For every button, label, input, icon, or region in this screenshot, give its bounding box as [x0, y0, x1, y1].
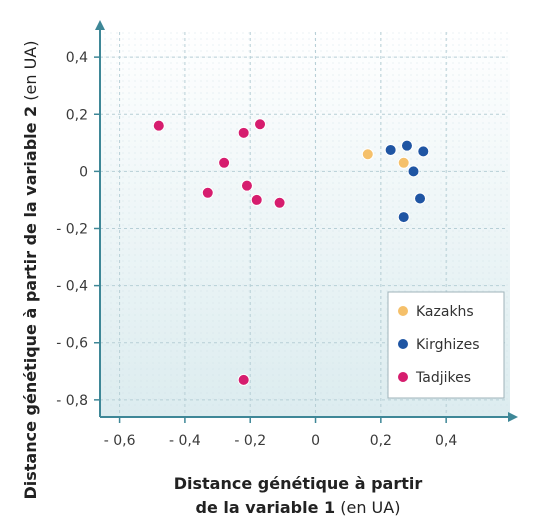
y-tick-label: 0,4: [66, 50, 88, 66]
y-tick-label: - 0,2: [56, 221, 88, 237]
x-axis-arrow: [508, 412, 518, 422]
tick-labels: - 0,6 - 0,4 - 0,2 0 0,2 0,4 0,4 0,2 0 - 0,2 - 0,4 -…: [56, 50, 457, 449]
plot-background: [100, 30, 510, 417]
data-point-kirghizes: [414, 192, 427, 205]
legend-marker-kazakhs: [397, 305, 409, 317]
x-tick-label: - 0,2: [234, 433, 266, 449]
x-tick-label: - 0,6: [104, 433, 136, 449]
legend-marker-kirghizes: [397, 338, 409, 350]
x-tick-label: 0,2: [370, 433, 392, 449]
legend: Kazakhs Kirghizes Tadjikes: [387, 291, 505, 399]
x-tick-label: 0,4: [435, 433, 457, 449]
x-tick-label: - 0,4: [169, 433, 201, 449]
legend-label-tadjikes: Tadjikes: [415, 370, 471, 386]
data-point-kirghizes: [407, 165, 420, 178]
data-point-tadjikes: [273, 196, 286, 209]
data-point-tadjikes: [237, 126, 250, 139]
data-point-kirghizes: [400, 139, 413, 152]
y-axis-title-unit: (en UA): [21, 41, 40, 106]
data-point-tadjikes: [250, 193, 263, 206]
data-point-tadjikes: [201, 186, 214, 199]
data-point-tadjikes: [237, 373, 250, 386]
y-axis-title: Distance génétique à partir de la variab…: [21, 41, 40, 500]
y-axis-arrow: [95, 20, 105, 30]
axes: [95, 20, 518, 422]
x-axis-title-unit: (en UA): [335, 498, 400, 517]
data-point-kazakhs: [361, 148, 374, 161]
data-point-tadjikes: [218, 156, 231, 169]
x-tick-label: 0: [311, 433, 320, 449]
y-tick-label: 0: [79, 164, 88, 180]
x-axis-title-bold-2: de la variable 1: [196, 498, 336, 517]
y-tick-label: - 0,8: [56, 393, 88, 409]
data-point-tadjikes: [240, 179, 253, 192]
x-axis-title-line2: de la variable 1 (en UA): [196, 498, 401, 517]
x-axis-title-line1: Distance génétique à partir: [174, 474, 423, 493]
data-point-kirghizes: [384, 143, 397, 156]
data-point-tadjikes: [152, 119, 165, 132]
data-point-kirghizes: [397, 211, 410, 224]
legend-marker-tadjikes: [397, 371, 409, 383]
data-point-tadjikes: [254, 118, 267, 131]
y-tick-label: - 0,4: [56, 279, 88, 295]
legend-label-kazakhs: Kazakhs: [416, 304, 474, 320]
y-tick-label: 0,2: [66, 107, 88, 123]
legend-label-kirghizes: Kirghizes: [416, 337, 480, 353]
y-axis-title-bold: Distance génétique à partir de la variab…: [21, 106, 40, 500]
data-point-kazakhs: [397, 156, 410, 169]
data-points: [152, 118, 430, 386]
data-point-kirghizes: [417, 145, 430, 158]
y-tick-label: - 0,6: [56, 336, 88, 352]
x-axis-title-bold-1: Distance génétique à partir: [174, 474, 423, 493]
